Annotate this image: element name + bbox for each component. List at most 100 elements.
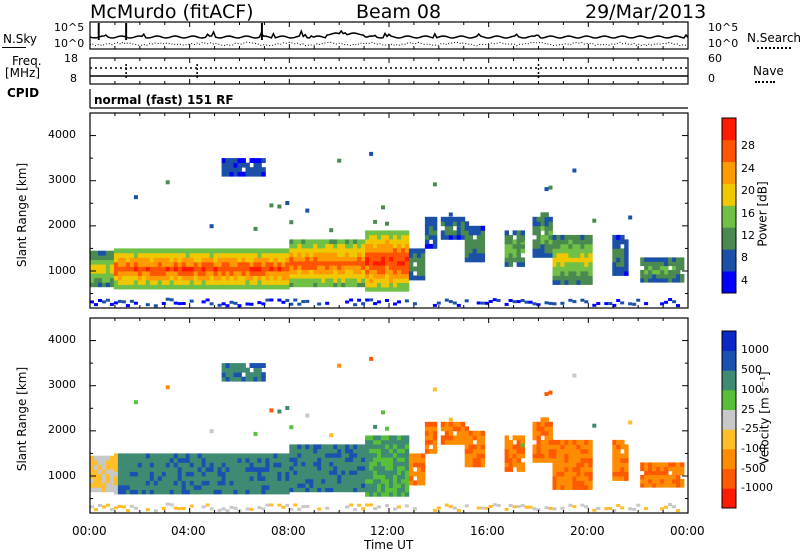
velocity-cell (404, 461, 410, 467)
power-cell (221, 167, 226, 173)
velocity-cell (544, 439, 549, 445)
velocity-cell (512, 435, 517, 441)
power-cell (680, 278, 685, 283)
power-cell (165, 297, 170, 301)
velocity-cell (516, 448, 521, 454)
power-cell (102, 259, 107, 265)
velocity-cell (424, 430, 430, 436)
velocity-cell (580, 457, 585, 463)
power-cell (305, 260, 310, 266)
velocity-cell (393, 478, 398, 484)
velocity-cell (237, 485, 242, 490)
velocity-cell (117, 480, 123, 486)
velocity-cell (508, 453, 513, 459)
velocity-cell (189, 467, 195, 472)
power-cell (516, 252, 521, 258)
velocity-cell (564, 439, 569, 445)
power-cell (381, 256, 386, 262)
velocity-cell (464, 462, 470, 468)
power-cell (576, 271, 581, 276)
power-cell (129, 257, 135, 263)
velocity-cell (305, 470, 310, 475)
velocity-cell (361, 453, 366, 458)
power-cell (137, 262, 143, 267)
velocity-cell (301, 483, 306, 488)
velocity-cell (588, 471, 593, 477)
velocity-cell (612, 471, 617, 477)
velocity-cell (412, 457, 418, 463)
power-cell (337, 158, 342, 163)
power-cell (656, 261, 661, 267)
velocity-cell (584, 485, 589, 490)
velocity-cell (432, 508, 437, 512)
power-cell (588, 239, 593, 245)
velocity-cell (317, 453, 322, 458)
power-cell (616, 271, 621, 276)
velocity-cell (301, 474, 306, 480)
velocity-cell (393, 474, 398, 480)
power-cell (221, 252, 226, 258)
velocity-cell (397, 457, 402, 462)
velocity-cell (229, 505, 234, 509)
power-cell (389, 252, 394, 257)
power-cell (141, 266, 147, 272)
x-tick-label: 08:00 (271, 524, 306, 538)
power-cell (225, 162, 230, 168)
power-cell (329, 282, 334, 288)
power-cell (504, 252, 509, 258)
velocity-cell (361, 474, 366, 480)
velocity-cell (389, 470, 394, 475)
power-cell (580, 280, 585, 285)
velocity-cell (129, 462, 135, 468)
velocity-cell (448, 439, 454, 445)
power-cell (369, 151, 374, 156)
velocity-cell (369, 448, 374, 454)
velocity-cell (145, 462, 151, 468)
power-cell (325, 252, 330, 257)
velocity-cell (133, 471, 139, 477)
velocity-cell (181, 476, 187, 481)
power-cell (572, 239, 577, 245)
power-cell (373, 286, 378, 292)
power-cell (564, 252, 569, 258)
velocity-cell (321, 474, 326, 480)
velocity-cell (393, 507, 397, 511)
power-cell (404, 260, 410, 266)
velocity-cell (109, 464, 115, 470)
power-cell (325, 248, 330, 253)
velocity-cell (468, 453, 474, 459)
velocity-cell (241, 453, 246, 459)
power-cell (624, 243, 629, 249)
velocity-cell (297, 461, 302, 467)
power-cell (233, 158, 238, 163)
power-cell (241, 266, 246, 272)
power-cell (369, 243, 374, 249)
power-cell (369, 269, 374, 275)
velocity-cell (540, 448, 545, 454)
power-cell (94, 255, 99, 261)
power-cell (205, 298, 210, 302)
freq-label-1: Freq. (12, 54, 42, 68)
velocity-cell (644, 466, 649, 472)
power-cell (241, 171, 246, 177)
power-cell (90, 300, 94, 304)
velocity-cell (504, 507, 509, 511)
power-cell (145, 266, 151, 272)
velocity-cell (229, 376, 234, 382)
velocity-cell (544, 430, 549, 436)
power-cell (476, 239, 482, 245)
power-cell (576, 243, 581, 249)
power-cell (98, 250, 103, 256)
power-cell (353, 260, 358, 266)
velocity-cell (444, 435, 450, 441)
velocity-cell (672, 479, 677, 484)
velocity-cell (325, 478, 330, 484)
velocity-cell (153, 485, 159, 490)
velocity-cell (612, 457, 617, 463)
power-cell (373, 260, 378, 266)
power-cell (137, 252, 143, 258)
power-cell (472, 239, 478, 245)
power-cell (353, 252, 358, 257)
velocity-cell (221, 476, 226, 481)
